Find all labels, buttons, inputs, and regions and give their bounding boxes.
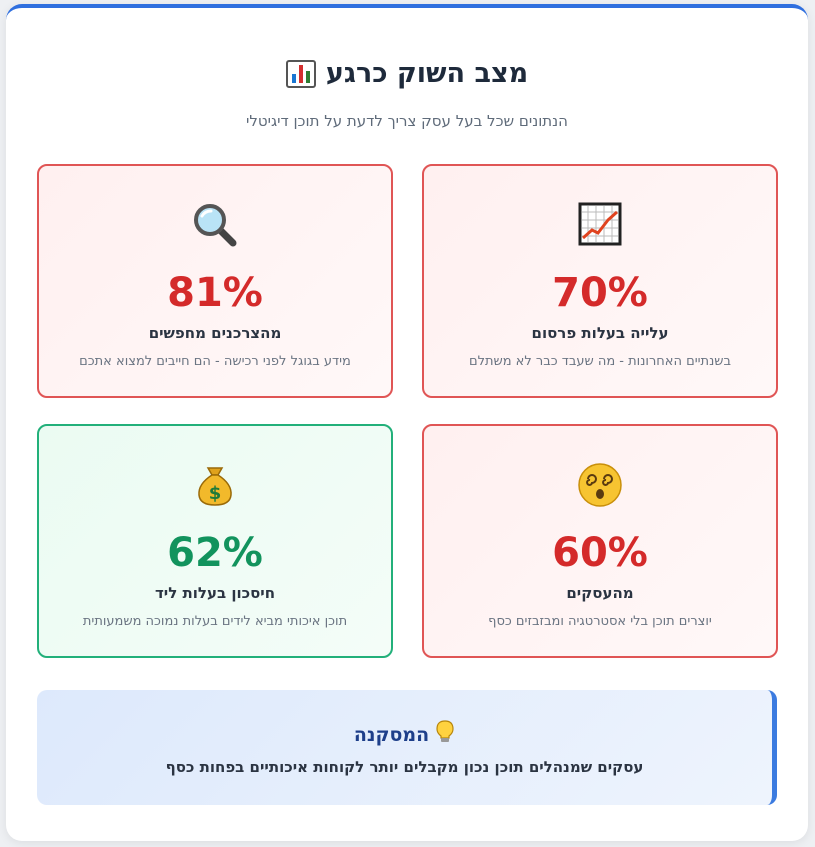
stat-description: מידע בגוגל לפני רכישה - הם חייבים למצוא … xyxy=(79,354,351,369)
market-status-card: מצב השוק כרגע הנתונים שכל בעל עסק צריך ל… xyxy=(6,4,808,841)
money-bag-icon: $ xyxy=(39,462,391,508)
conclusion-box: המסקנה עסקים שמנהלים תוכן נכון מקבלים יו… xyxy=(37,690,777,805)
stat-value: 81% xyxy=(167,270,263,316)
stat-description: תוכן איכותי מביא לידים בעלות נמוכה משמעו… xyxy=(82,614,348,629)
dizzy-face-icon xyxy=(424,462,776,508)
stat-card-ad-cost: 70% עלייה בעלות פרסום בשנתיים האחרונות -… xyxy=(422,164,778,398)
light-bulb-icon xyxy=(435,720,455,749)
stat-card-lead-savings: $ 62% חיסכון בעלות ליד תוכן איכותי מביא … xyxy=(37,424,393,658)
stat-value: 70% xyxy=(552,270,648,316)
stat-label: עלייה בעלות פרסום xyxy=(531,324,669,342)
bar-chart-icon xyxy=(285,59,316,88)
magnifying-glass-icon xyxy=(39,202,391,248)
stat-label: מהעסקים xyxy=(566,584,634,602)
header: מצב השוק כרגע xyxy=(6,58,808,89)
svg-text:$: $ xyxy=(209,483,222,504)
stat-label: מהצרכנים מחפשים xyxy=(148,324,282,342)
stat-card-businesses: 60% מהעסקים יוצרים תוכן בלי אסטרטגיה ומב… xyxy=(422,424,778,658)
conclusion-header: המסקנה xyxy=(37,720,772,749)
page-subtitle: הנתונים שכל בעל עסק צריך לדעת על תוכן די… xyxy=(246,112,568,130)
conclusion-title: המסקנה xyxy=(353,723,430,746)
stat-description: יוצרים תוכן בלי אסטרטגיה ומבזבזים כסף xyxy=(488,614,712,629)
stat-value: 62% xyxy=(167,530,263,576)
stat-description: בשנתיים האחרונות - מה שעבד כבר לא משתלם xyxy=(468,354,732,369)
stat-label: חיסכון בעלות ליד xyxy=(154,584,276,602)
stat-value: 60% xyxy=(552,530,648,576)
chart-increasing-icon xyxy=(424,202,776,246)
page-title: מצב השוק כרגע xyxy=(325,58,529,89)
conclusion-text: עסקים שמנהלים תוכן נכון מקבלים יותר לקוח… xyxy=(165,758,644,776)
stat-card-consumer-search: 81% מהצרכנים מחפשים מידע בגוגל לפני רכיש… xyxy=(37,164,393,398)
